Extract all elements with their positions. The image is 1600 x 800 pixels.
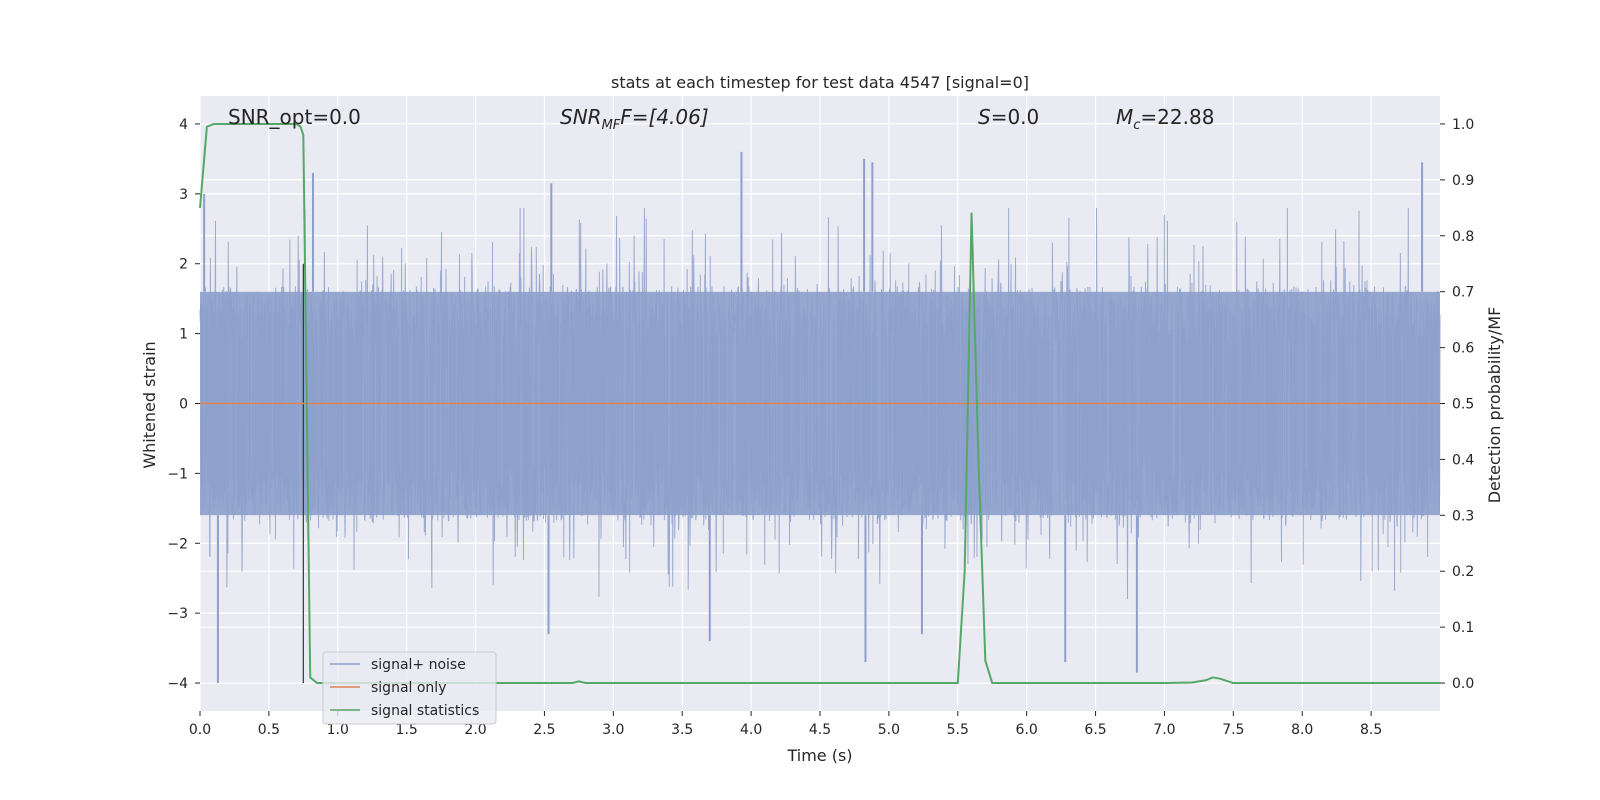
- line-series: [199, 122, 1440, 685]
- y-left-tick-label: −4: [167, 676, 188, 692]
- x-tick-label: 8.5: [1360, 722, 1382, 738]
- x-tick-label: 2.5: [533, 722, 555, 738]
- y-right-tick-label: 0.5: [1452, 397, 1474, 413]
- y-right-tick-label: 0.3: [1452, 508, 1474, 524]
- legend-label-signal-noise: signal+ noise: [371, 657, 466, 673]
- snr-mf-value: F=[4.06]: [620, 105, 708, 129]
- x-tick-label: 7.5: [1222, 722, 1244, 738]
- legend-label-signal-statistics: signal statistics: [371, 703, 479, 719]
- y-left-tick-label: 2: [179, 257, 188, 273]
- x-tick-label: 0.5: [258, 722, 280, 738]
- x-tick-label: 4.0: [740, 722, 762, 738]
- y-left-tick-label: −2: [167, 536, 188, 552]
- annotation-snr-mf: SNRMFF=[4.06]: [560, 105, 709, 133]
- mc-sub: c: [1133, 118, 1140, 133]
- mc-base: M: [1116, 105, 1133, 129]
- y-axis-left-ticks: −4 −3 −2 −1 0 1 2 3 4: [167, 117, 200, 692]
- legend: signal+ noise signal only signal statist…: [322, 651, 497, 725]
- chart-title: stats at each timestep for test data 454…: [611, 73, 1029, 92]
- y-right-tick-label: 0.2: [1452, 564, 1474, 580]
- snr-mf-base: SNR: [560, 105, 602, 129]
- mc-value: =22.88: [1140, 105, 1214, 129]
- s-value: =0.0: [991, 105, 1040, 129]
- annotation-s: S=0.0: [978, 105, 1039, 129]
- y-left-tick-label: −3: [167, 606, 188, 622]
- x-axis-ticks: 0.0 0.5 1.0 1.5 2.0 2.5 3.0 3.5 4.0 4.5 5.0 5.5 6.0 6…: [189, 711, 1382, 738]
- x-tick-label: 4.5: [809, 722, 831, 738]
- y-left-tick-label: 4: [179, 117, 188, 133]
- y-left-tick-label: 1: [179, 327, 188, 343]
- y-right-tick-label: 0.8: [1452, 229, 1474, 245]
- x-tick-label: 1.0: [327, 722, 349, 738]
- x-tick-label: 7.0: [1153, 722, 1175, 738]
- y-axis-right-label: Detection probability/MF: [1485, 307, 1504, 504]
- snr-mf-sub: MF: [602, 118, 621, 133]
- annotation-mc: Mc=22.88: [1116, 105, 1214, 133]
- x-tick-label: 1.5: [396, 722, 418, 738]
- y-axis-left-label: Whitened strain: [140, 341, 159, 468]
- y-right-tick-label: 0.4: [1452, 452, 1474, 468]
- legend-label-signal-only: signal only: [371, 680, 446, 696]
- x-tick-label: 8.0: [1291, 722, 1313, 738]
- x-tick-label: 6.0: [1016, 722, 1038, 738]
- x-tick-label: 5.5: [947, 722, 969, 738]
- y-right-tick-label: 0.0: [1452, 676, 1474, 692]
- x-tick-label: 2.0: [464, 722, 486, 738]
- x-tick-label: 5.0: [878, 722, 900, 738]
- s-var: S: [978, 105, 991, 129]
- x-axis-label: Time (s): [786, 746, 852, 765]
- y-right-tick-label: 0.1: [1452, 620, 1474, 636]
- x-tick-label: 0.0: [189, 722, 211, 738]
- y-right-tick-label: 0.9: [1452, 173, 1474, 189]
- legend-box: [322, 651, 497, 725]
- y-left-tick-label: 0: [179, 397, 188, 413]
- y-left-tick-label: 3: [179, 187, 188, 203]
- y-right-tick-label: 0.6: [1452, 341, 1474, 357]
- y-left-tick-label: −1: [167, 466, 188, 482]
- y-axis-right-ticks: 0.0 0.1 0.2 0.3 0.4 0.5 0.6 0.7 0.8 0.9 1.0: [1440, 117, 1474, 692]
- x-tick-label: 6.5: [1084, 722, 1106, 738]
- annotation-snr-opt: SNR_opt=0.0: [228, 105, 361, 129]
- x-tick-label: 3.5: [671, 722, 693, 738]
- series-signal-statistics-line: [199, 122, 1440, 685]
- y-right-tick-label: 0.7: [1452, 285, 1474, 301]
- x-tick-label: 3.0: [602, 722, 624, 738]
- y-right-tick-label: 1.0: [1452, 117, 1474, 133]
